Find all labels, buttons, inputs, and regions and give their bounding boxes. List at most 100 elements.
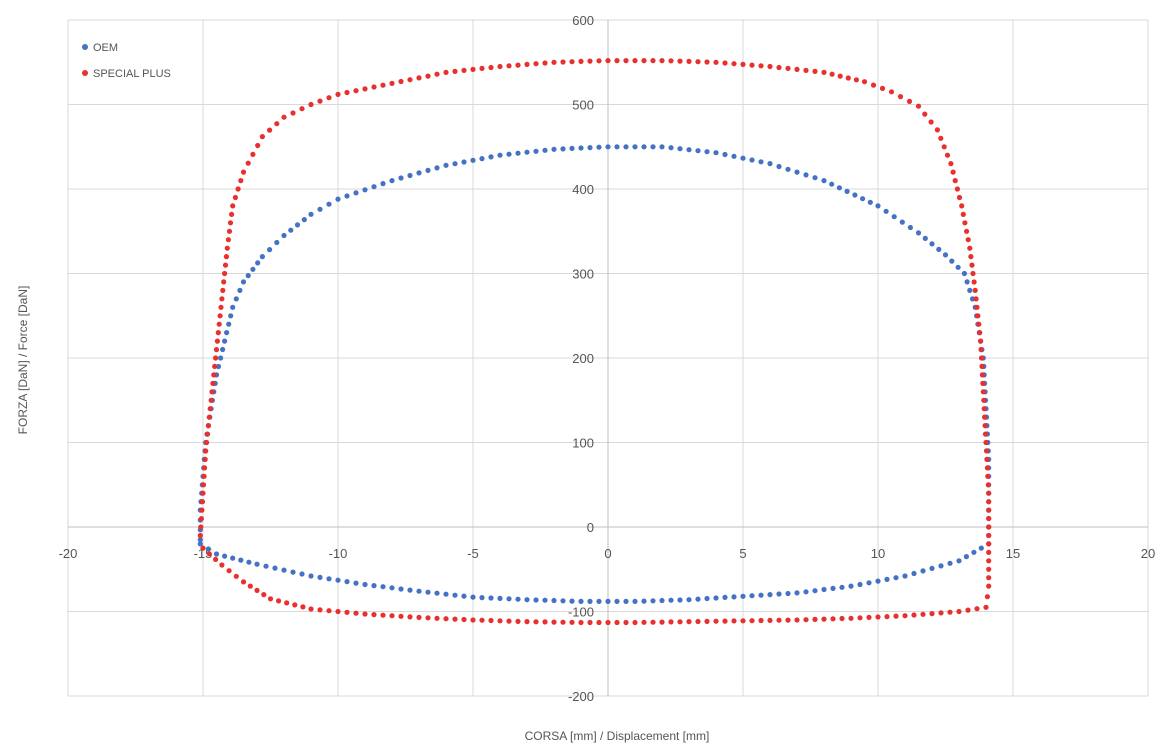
data-point xyxy=(215,363,222,370)
data-point xyxy=(488,595,494,601)
data-point xyxy=(515,596,521,602)
data-point xyxy=(208,397,214,403)
data-point xyxy=(506,618,512,624)
data-point xyxy=(326,95,332,101)
data-point xyxy=(524,619,530,625)
data-point xyxy=(201,473,207,479)
data-point xyxy=(686,619,692,625)
data-point xyxy=(986,524,992,530)
data-point xyxy=(308,211,314,217)
data-point xyxy=(213,551,220,557)
data-point xyxy=(641,58,647,64)
data-point xyxy=(226,321,232,327)
data-point xyxy=(301,217,307,223)
data-point xyxy=(713,595,719,601)
data-point xyxy=(210,380,216,386)
data-point xyxy=(893,575,899,581)
data-point xyxy=(978,545,984,551)
data-point xyxy=(240,279,247,285)
data-point xyxy=(380,612,386,618)
data-point xyxy=(317,98,323,104)
data-point xyxy=(749,157,755,163)
data-point xyxy=(731,594,737,600)
data-point xyxy=(974,304,980,310)
data-point xyxy=(533,148,539,154)
data-point xyxy=(233,296,239,302)
data-point xyxy=(344,609,350,615)
data-point xyxy=(857,581,863,588)
y-tick-label: 200 xyxy=(572,351,594,366)
data-point xyxy=(821,586,827,593)
data-point xyxy=(979,372,986,378)
data-point xyxy=(596,619,602,626)
data-point xyxy=(902,573,908,579)
data-point xyxy=(722,60,728,66)
data-point xyxy=(982,423,988,429)
data-point xyxy=(207,406,213,412)
data-point xyxy=(233,573,239,579)
data-point xyxy=(767,592,773,598)
data-point xyxy=(830,585,836,592)
data-point xyxy=(434,71,440,77)
data-point xyxy=(978,338,984,344)
data-point xyxy=(214,338,220,344)
x-tick-label: 15 xyxy=(1006,546,1020,561)
data-point xyxy=(614,58,620,64)
data-point xyxy=(232,194,238,201)
data-point xyxy=(515,150,521,156)
data-point xyxy=(488,154,494,160)
data-point xyxy=(632,619,638,626)
data-point xyxy=(980,389,986,395)
data-point xyxy=(794,169,800,175)
legend-label-special-plus: SPECIAL PLUS xyxy=(93,68,171,80)
data-point xyxy=(794,590,800,596)
data-point xyxy=(936,246,942,252)
data-point xyxy=(217,313,223,319)
data-point xyxy=(506,63,512,69)
data-point xyxy=(452,592,458,598)
y-axis-title: FORZA [DaN] / Force [DaN] xyxy=(16,286,30,435)
data-point xyxy=(982,431,989,437)
data-point xyxy=(614,598,620,605)
data-point xyxy=(389,80,395,86)
data-point xyxy=(803,67,809,73)
y-tick-label: 600 xyxy=(572,13,594,28)
data-point xyxy=(668,58,674,64)
data-point xyxy=(569,59,575,65)
data-point xyxy=(290,569,296,575)
data-point xyxy=(230,555,236,561)
x-tick-label: -10 xyxy=(329,546,348,561)
data-point xyxy=(220,346,226,353)
data-point xyxy=(704,149,710,155)
data-point xyxy=(605,598,611,605)
data-point xyxy=(845,75,851,81)
data-point xyxy=(506,151,512,157)
data-point xyxy=(524,149,530,155)
data-point xyxy=(587,58,593,64)
data-point xyxy=(344,579,350,585)
data-point xyxy=(971,549,977,555)
data-point xyxy=(969,296,976,302)
data-point xyxy=(722,618,728,624)
data-point xyxy=(848,583,854,589)
data-point xyxy=(812,68,818,74)
data-point xyxy=(960,211,966,217)
data-point xyxy=(216,321,222,327)
data-point xyxy=(964,228,970,234)
data-point xyxy=(515,62,521,68)
data-point xyxy=(899,219,905,225)
data-point xyxy=(749,618,755,624)
data-point xyxy=(371,612,377,618)
data-point xyxy=(222,553,228,559)
data-point xyxy=(470,157,476,163)
data-point xyxy=(263,563,269,569)
data-point xyxy=(551,146,557,152)
data-point xyxy=(979,363,985,369)
data-point xyxy=(434,615,440,621)
data-point xyxy=(204,439,210,446)
data-point xyxy=(929,565,935,572)
data-point xyxy=(959,203,965,209)
data-point xyxy=(749,593,755,599)
data-point xyxy=(938,610,944,616)
data-point xyxy=(326,608,332,614)
